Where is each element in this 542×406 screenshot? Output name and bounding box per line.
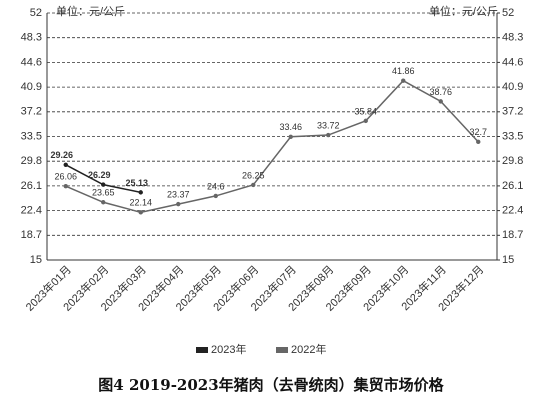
point: [101, 200, 106, 205]
series-line: [65, 79, 479, 214]
data-label: 23.37: [167, 189, 190, 199]
point: [138, 210, 143, 215]
data-label: 24.6: [207, 181, 225, 191]
data-label: 33.72: [317, 120, 340, 130]
data-label: 35.84: [354, 106, 377, 116]
point: [476, 139, 481, 145]
y2-tick-label: 37.2: [502, 106, 523, 118]
data-label: 26.25: [242, 170, 265, 180]
legend-swatch: [276, 347, 288, 353]
legend-label: 2023年: [211, 342, 246, 356]
chart-title: 图4 2019-2023年猪肉（去骨统肉）集贸市场价格: [98, 376, 444, 394]
y-tick-label: 18.7: [21, 229, 42, 241]
y-tick-label: 22.4: [21, 205, 42, 217]
point: [138, 190, 143, 195]
y2-tick-label: 52: [502, 7, 514, 19]
data-label: 38.76: [429, 87, 452, 97]
y-tick-label: 37.2: [21, 106, 42, 118]
point: [326, 132, 331, 138]
y2-tick-label: 18.7: [502, 229, 523, 241]
y2-tick-label: 29.8: [502, 155, 523, 167]
point: [251, 182, 256, 188]
y2-tick-label: 33.5: [502, 130, 523, 142]
point: [63, 183, 68, 189]
data-label: 33.46: [279, 122, 302, 132]
legend-label: 2022年: [291, 342, 326, 356]
y-tick-label: 15: [30, 254, 42, 266]
data-label: 22.14: [129, 198, 152, 208]
data-label: 32.7: [469, 127, 487, 137]
y2-tick-label: 22.4: [502, 205, 523, 217]
y-tick-label: 48.3: [21, 32, 42, 44]
y-tick-label: 29.8: [21, 155, 42, 167]
y2-axis-label: 单位：元/公斤: [429, 4, 498, 18]
point: [363, 118, 368, 124]
y2-tick-label: 26.1: [502, 180, 523, 192]
y-axis-label: 单位：元/公斤: [56, 4, 125, 18]
y2-tick-label: 44.6: [502, 56, 523, 68]
data-label: 26.06: [54, 172, 77, 182]
point: [63, 162, 68, 168]
point: [288, 134, 293, 139]
point: [213, 193, 218, 199]
y-tick-label: 52: [30, 7, 42, 19]
y-tick-label: 26.1: [21, 180, 42, 192]
data-label: 25.13: [125, 178, 148, 188]
legend-swatch: [196, 347, 208, 353]
point: [438, 99, 443, 104]
y2-tick-label: 40.9: [502, 81, 523, 93]
y2-tick-label: 15: [502, 254, 514, 266]
y-tick-label: 40.9: [21, 81, 42, 93]
data-label: 29.26: [50, 150, 73, 160]
point: [101, 182, 106, 187]
data-label: 41.86: [392, 66, 415, 76]
y-tick-label: 33.5: [21, 130, 42, 142]
data-label: 23.65: [92, 188, 115, 198]
point: [401, 78, 406, 83]
y-tick-label: 44.6: [21, 56, 42, 68]
point: [176, 201, 181, 207]
data-label: 26.29: [88, 170, 111, 180]
y2-tick-label: 48.3: [502, 32, 523, 44]
